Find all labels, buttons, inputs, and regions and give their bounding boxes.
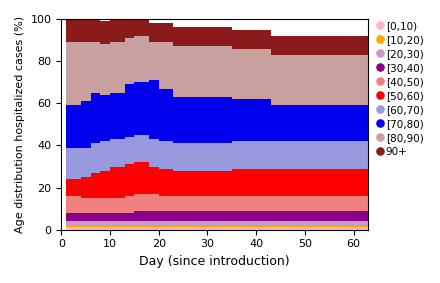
Legend: [0,10), [10,20), [20,30), [30,40), [40,50), [50,60), [60,70), [70,80), [80,90), : [0,10), [10,20), [20,30), [30,40), [40,5… (377, 20, 425, 158)
Y-axis label: Age distribution hospitalized cases (%): Age distribution hospitalized cases (%) (15, 16, 25, 233)
X-axis label: Day (since introduction): Day (since introduction) (139, 255, 290, 268)
